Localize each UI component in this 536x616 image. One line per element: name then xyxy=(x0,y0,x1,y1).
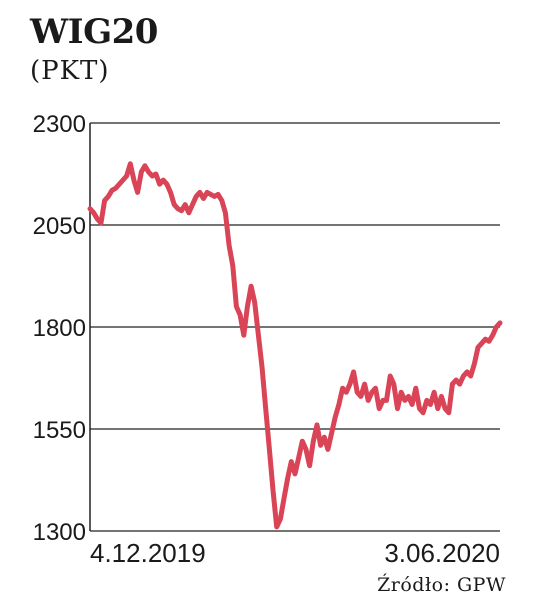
y-tick-label: 2300 xyxy=(33,111,86,138)
grid-layer xyxy=(90,122,500,532)
chart-subtitle: (PKT) xyxy=(30,56,110,86)
y-tick-label: 1550 xyxy=(33,417,86,444)
line-layer xyxy=(87,161,503,530)
y-tick-label: 1300 xyxy=(33,519,86,546)
x-tick-label-end: 3.06.2020 xyxy=(384,538,500,568)
series-line xyxy=(87,161,503,530)
x-tick-label-start: 4.12.2019 xyxy=(90,538,206,568)
y-tick-label: 2050 xyxy=(33,213,86,240)
source-note: Źródło: GPW xyxy=(377,574,506,596)
y-tick-label: 1800 xyxy=(33,315,86,342)
chart-title: WIG20 xyxy=(30,12,158,52)
